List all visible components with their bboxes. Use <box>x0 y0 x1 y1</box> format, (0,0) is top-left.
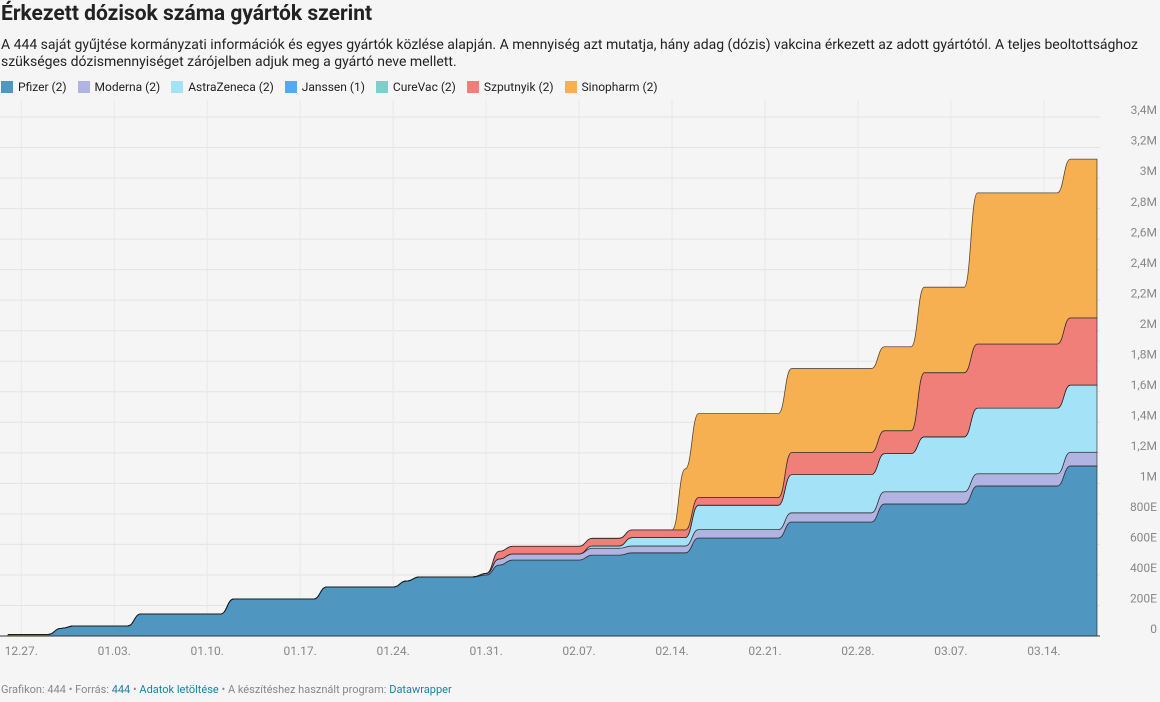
legend-label: Sinopharm (2) <box>581 80 658 94</box>
tool-link[interactable]: Datawrapper <box>389 683 452 696</box>
x-tick-label: 02.21. <box>748 644 781 658</box>
legend-swatch <box>77 81 90 93</box>
y-tick-label: 2,4M <box>1131 256 1157 270</box>
x-tick-label: 02.28. <box>841 644 874 658</box>
y-tick-label: 2M <box>1140 317 1157 331</box>
y-tick-label: 2,6M <box>1131 225 1157 239</box>
legend-item: Moderna (2) <box>77 80 161 94</box>
area <box>8 158 1098 635</box>
y-tick-label: 1,2M <box>1131 439 1157 453</box>
chart-title: Érkezett dózisok száma gyártók szerint <box>1 2 373 26</box>
y-tick-label: 3M <box>1140 164 1157 178</box>
y-tick-label: 200E <box>1130 592 1157 606</box>
legend-label: Szputnyik (2) <box>483 80 554 94</box>
x-tick-label: 03.07. <box>934 644 967 658</box>
credit: Grafikon: 444 <box>1 683 66 696</box>
y-tick-label: 3,2M <box>1131 134 1157 148</box>
y-tick-label: 1,8M <box>1131 347 1157 361</box>
x-tick-label: 02.14. <box>655 644 688 658</box>
source-link[interactable]: 444 <box>111 683 131 696</box>
legend-label: Janssen (1) <box>301 80 365 94</box>
legend-swatch <box>171 81 184 93</box>
legend-item: Szputnyik (2) <box>466 80 554 94</box>
x-tick-label: 01.10. <box>191 644 224 658</box>
legend-item: CureVac (2) <box>375 80 456 94</box>
y-tick-label: 2,8M <box>1131 195 1157 209</box>
separator: • <box>221 683 226 696</box>
legend-swatch <box>564 81 577 93</box>
y-tick-label: 0 <box>1150 622 1157 636</box>
x-tick-label: 01.17. <box>284 644 317 658</box>
x-tick-label: 02.07. <box>562 644 595 658</box>
y-tick-label: 400E <box>1130 561 1157 575</box>
x-tick-label: 01.24. <box>376 644 409 658</box>
legend-swatch <box>466 81 479 93</box>
y-tick-label: 3,4M <box>1131 103 1157 117</box>
y-tick-label: 1M <box>1140 470 1157 484</box>
footer: Grafikon: 444 • Forrás: 444 • Adatok let… <box>1 683 452 696</box>
x-tick-label: 01.31. <box>469 644 502 658</box>
legend: Pfizer (2) Moderna (2) AstraZeneca (2) Jans… <box>1 80 669 94</box>
x-tick-label: 01.03. <box>98 644 131 658</box>
legend-label: Pfizer (2) <box>18 80 67 94</box>
legend-item: AstraZeneca (2) <box>171 80 274 94</box>
source-label: Forrás: <box>75 683 109 696</box>
chart-subtitle: A 444 saját gyűjtése kormányzati informá… <box>1 37 1138 70</box>
separator: • <box>68 683 73 696</box>
y-tick-label: 2,2M <box>1131 286 1157 300</box>
y-tick-label: 600E <box>1130 531 1157 545</box>
y-tick-label: 1,4M <box>1131 408 1157 422</box>
legend-item: Pfizer (2) <box>1 80 67 94</box>
legend-label: Moderna (2) <box>94 80 161 94</box>
legend-swatch <box>1 81 13 93</box>
legend-swatch <box>284 81 297 93</box>
legend-item: Sinopharm (2) <box>564 80 658 94</box>
legend-item: Janssen (1) <box>284 80 365 94</box>
x-tick-label: 03.14. <box>1027 644 1060 658</box>
y-tick-label: 800E <box>1130 500 1157 514</box>
download-link[interactable]: Adatok letöltése <box>139 683 219 696</box>
legend-label: CureVac (2) <box>392 80 456 94</box>
legend-swatch <box>375 81 388 93</box>
separator: • <box>132 683 137 696</box>
y-tick-label: 1,6M <box>1131 378 1157 392</box>
legend-label: AstraZeneca (2) <box>188 80 274 94</box>
tool-label: A készítéshez használt program: <box>227 683 387 696</box>
x-tick-label: 12.27. <box>5 644 38 658</box>
